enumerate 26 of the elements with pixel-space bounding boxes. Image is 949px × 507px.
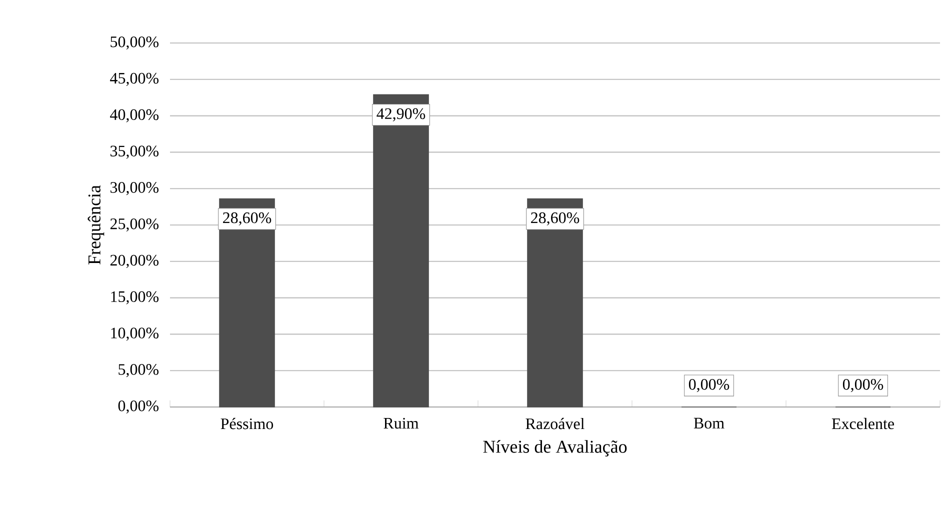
data-label: 0,00% [688, 378, 730, 392]
x-axis-title: Níveis de Avaliação [483, 440, 627, 456]
data-label: 0,00% [842, 378, 884, 392]
y-tick-label: 15,00% [111, 291, 159, 304]
x-tick-label: Razoável [526, 418, 584, 430]
data-label: 42,90% [376, 108, 426, 122]
y-axis-title: Frequência [88, 185, 104, 264]
y-tick-label: 35,00% [110, 146, 159, 159]
y-tick-label: 10,00% [111, 328, 159, 341]
data-label: 28,60% [223, 212, 272, 226]
x-tick-label: Péssimo [220, 418, 274, 430]
y-tick-label: 45,00% [110, 72, 159, 86]
y-tick-label: 40,00% [110, 109, 159, 122]
bar [373, 94, 429, 408]
x-tick-label: Bom [694, 418, 724, 429]
bar [219, 198, 275, 408]
data-label: 28,60% [531, 212, 580, 226]
bar [527, 198, 583, 408]
x-tick-label: Ruim [384, 418, 419, 429]
y-tick-label: 30,00% [110, 182, 159, 196]
x-tick-label: Excelente [832, 418, 894, 430]
y-tick-label: 20,00% [110, 254, 159, 268]
y-tick-label: 25,00% [110, 218, 159, 232]
y-tick-label: 0,00% [118, 400, 159, 414]
y-tick-label: 50,00% [110, 36, 159, 50]
y-tick-label: 5,00% [118, 364, 159, 378]
